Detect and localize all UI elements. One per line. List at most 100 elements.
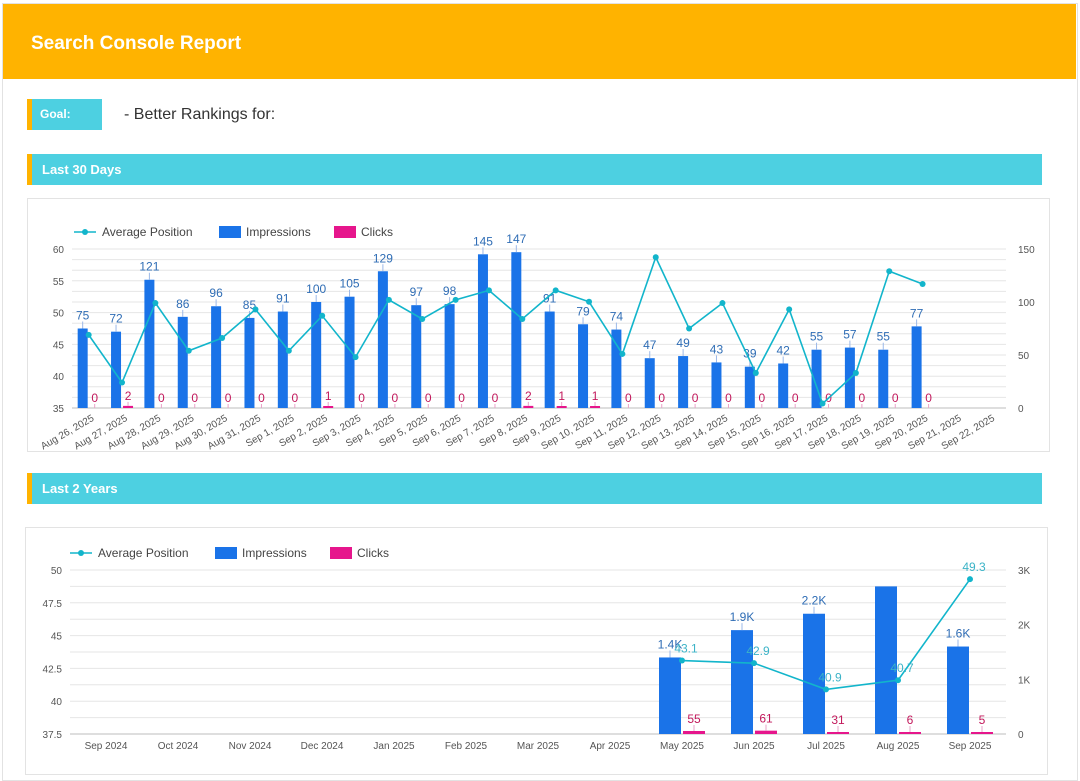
impressions-bar (803, 613, 825, 734)
impressions-bar (511, 252, 522, 408)
x-tick-label: Apr 2025 (590, 741, 631, 752)
chart-svg-last-2-years: 50 47.5 45 42.5 40 37.5 3K 2K 1K 0 Sep 2024 Oct 202… (43, 546, 1031, 752)
clicks-data-label: 0 (692, 391, 699, 405)
clicks-bar (683, 730, 705, 734)
clicks-data-label: 0 (758, 391, 765, 405)
clicks-bar (123, 405, 134, 408)
clicks-bar (590, 406, 601, 408)
x-tick-label: Sep 2024 (85, 741, 128, 752)
impressions-data-label: 105 (340, 277, 360, 291)
average-position-point (285, 347, 292, 354)
clicks-bar (827, 732, 849, 734)
clicks-data-label: 0 (792, 391, 799, 405)
clicks-data-label: 0 (892, 391, 899, 405)
clicks-data-label: 55 (687, 712, 701, 726)
legend-label: Average Position (98, 546, 189, 560)
average-position-point (452, 296, 459, 303)
chart-last-2-years: 50 47.5 45 42.5 40 37.5 3K 2K 1K 0 Sep 2024 Oct 202… (25, 527, 1048, 775)
report-title: Search Console Report (31, 33, 242, 54)
impressions-bar (377, 271, 388, 408)
average-position-point (219, 335, 226, 342)
impressions-data-label: 79 (576, 304, 590, 318)
impressions-bar (731, 630, 753, 734)
average-position-point (185, 347, 192, 354)
x-tick-label: Jun 2025 (733, 741, 775, 752)
average-position-data-label: 40.9 (818, 670, 842, 684)
legend-impressions-swatch (215, 547, 237, 559)
average-position-point (419, 315, 426, 322)
average-position-point (852, 370, 859, 377)
clicks-bar (971, 732, 993, 734)
impressions-data-label: 98 (443, 284, 457, 298)
clicks-data-label: 6 (907, 713, 914, 727)
legend-clicks-swatch (334, 226, 356, 238)
impressions-data-label: 55 (877, 330, 891, 344)
legend-label: Average Position (102, 225, 193, 239)
impressions-data-label: 91 (543, 292, 557, 306)
impressions-bar (477, 254, 488, 408)
clicks-bar (523, 405, 534, 408)
y-right-tick-label: 3K (1018, 566, 1031, 577)
y-right-tick-label: 50 (1018, 351, 1030, 362)
average-position-point (485, 287, 492, 294)
average-position-line (88, 255, 923, 405)
section-last-2-years: Last 2 Years (27, 473, 1042, 504)
x-tick-label: May 2025 (660, 741, 704, 752)
impressions-data-label: 2.2K (802, 594, 827, 608)
average-position-point (619, 350, 626, 357)
average-position-data-label: 40.7 (890, 661, 914, 675)
section-label: Last 30 Days (42, 162, 122, 177)
legend-impressions-swatch (219, 226, 241, 238)
impressions-bar (578, 324, 589, 408)
impressions-bar (811, 349, 822, 408)
legend-clicks-swatch (330, 547, 352, 559)
impressions-data-label: 86 (176, 297, 190, 311)
average-position-point (679, 657, 685, 664)
average-position-point (385, 296, 392, 303)
chart-last-30-days: 60 55 50 45 40 35 150 100 50 0 Aug 26, 2025 Aug 27,… (27, 198, 1050, 452)
impressions-data-label: 43 (710, 342, 724, 356)
average-position-point (119, 379, 126, 386)
clicks-data-label: 1 (592, 389, 599, 403)
impressions-bar (211, 306, 222, 408)
impressions-bar (878, 349, 889, 408)
average-position-point (895, 677, 901, 684)
impressions-bar (277, 311, 288, 408)
y-right-tick-label: 1K (1018, 675, 1031, 686)
x-tick-label: Sep 2025 (949, 741, 992, 752)
section-label: Last 2 Years (42, 481, 118, 496)
x-tick-label: Aug 2025 (877, 741, 920, 752)
goal-badge-label: Goal: (40, 107, 71, 121)
clicks-data-label: 0 (291, 391, 298, 405)
y-right-tick-label: 100 (1018, 298, 1035, 309)
y-left-tick-label: 37.5 (43, 730, 63, 741)
clicks-data-label: 1 (325, 389, 332, 403)
clicks-data-label: 0 (191, 391, 198, 405)
impressions-bar (544, 311, 555, 408)
impressions-data-label: 1.9K (730, 610, 755, 624)
legend-label: Clicks (357, 546, 389, 560)
clicks-data-label: 2 (125, 389, 132, 403)
impressions-bar (875, 586, 897, 734)
impressions-data-label: 39 (743, 347, 757, 361)
average-position-point (886, 268, 893, 275)
clicks-data-label: 0 (258, 391, 265, 405)
average-position-point (652, 254, 659, 261)
clicks-data-label: 61 (759, 712, 773, 726)
average-position-point (85, 331, 92, 338)
impressions-data-label: 121 (139, 260, 159, 274)
legend-line-marker (78, 550, 84, 556)
y-left-tick-label: 45 (51, 632, 63, 643)
impressions-data-label: 147 (506, 232, 526, 246)
x-tick-label: Mar 2025 (517, 741, 560, 752)
y-left-tick-label: 40 (53, 372, 65, 383)
impressions-bar (911, 326, 922, 408)
impressions-data-label: 1.4K (658, 637, 683, 651)
y-right-tick-label: 0 (1018, 730, 1024, 741)
clicks-data-label: 0 (925, 391, 932, 405)
impressions-data-label: 97 (410, 285, 424, 299)
impressions-data-label: 77 (910, 306, 924, 320)
clicks-data-label: 2 (525, 389, 532, 403)
average-position-point (252, 306, 259, 313)
